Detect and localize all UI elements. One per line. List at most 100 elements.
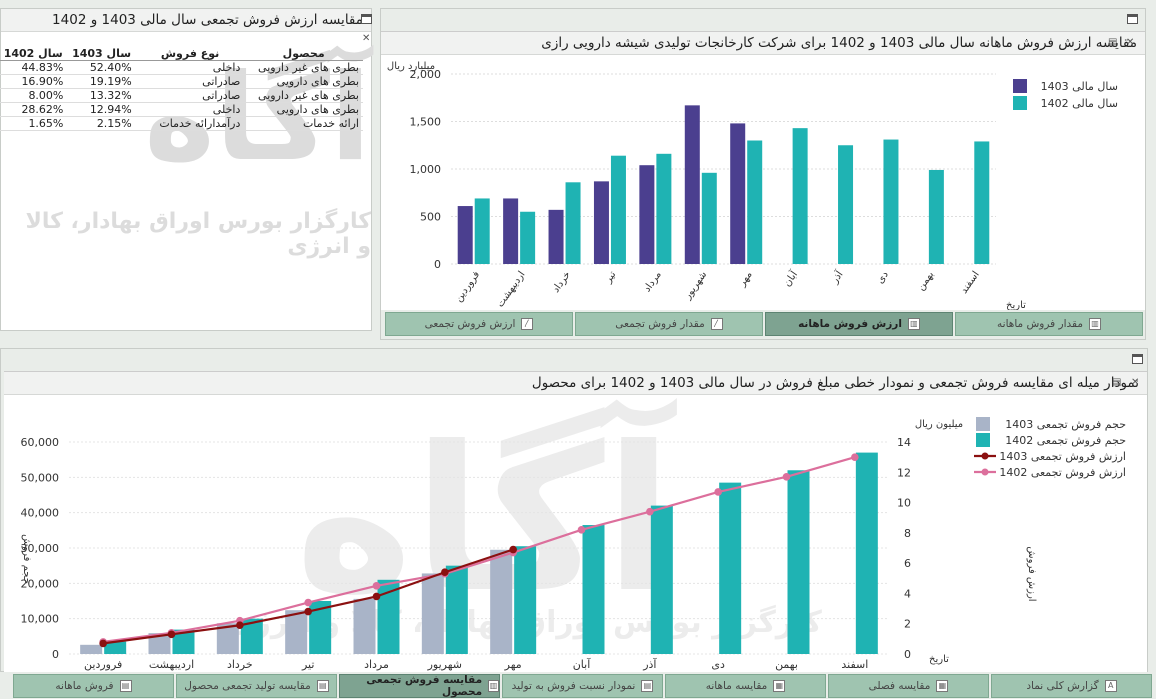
legend-marker-1403 [981,452,989,460]
close-filter-icon[interactable]: ✕ [1131,377,1140,388]
value-1402-point [851,453,859,461]
bar-1402 [701,172,717,264]
cumulative-chart-title: نمودار میله ای مقایسه فروش تجمعی و نمودا… [4,372,1147,395]
table-header[interactable]: سال 1402 [0,47,68,61]
bar-1402 [928,169,944,264]
table-row[interactable]: بطری های غیر دارویی صادراتی 13.32% 8.00% [0,88,363,103]
x-axis-label: تاریخ [1006,300,1026,310]
bar-volume-1403 [490,549,513,654]
chart-icon: ▤ [316,680,329,692]
table-header[interactable]: نوع فروش [135,47,245,61]
tab-monthly-sales[interactable]: ▤ فروش ماهانه [13,674,174,698]
bar-volume-1403 [421,573,444,654]
cumulative-chart-area: نمودار میله ای مقایسه فروش تجمعی و نمودا… [4,371,1147,672]
y-tick-label: 10,000 [21,613,60,626]
close-filter-icon[interactable]: ✕ [362,33,371,44]
chart-icon: ▤ [641,680,654,692]
bar-volume-1402 [719,482,742,654]
table-icon: ▦ [773,680,786,692]
bar-1402 [883,139,899,264]
value-1403-point [99,639,107,648]
legend-label-val-1403: ارزش فروش تجمعی 1403 [999,450,1126,463]
close-filter-icon[interactable]: ✕ [1126,37,1135,48]
value-1403-point [304,607,312,616]
print-icon[interactable]: ▤ [1112,377,1122,388]
y2-tick-label: 0 [904,648,911,661]
bar-volume-1402 [582,525,605,654]
x-tick-label: فروردین [84,658,122,671]
bar-1403 [593,181,609,264]
bar-1402 [474,198,490,264]
cell-1402: 8.00% [0,88,68,103]
table-row[interactable]: ارائه خدمات درآمدارائه خدمات 2.15% 1.65% [0,116,363,131]
bottom-tabbar: A گزارش کلی نماد ▦ مقایسه فصلی ▦ مقایسه ماه… [2,674,1152,698]
tab-sales-production-ratio[interactable]: ▤ نمودار نسبت فروش به تولید [502,674,663,698]
cell-sale-type: صادراتی [135,88,245,103]
bar-1402 [792,128,808,264]
tab-cumulative-quantity[interactable]: 〳 مقدار فروش تجمعی [575,312,763,336]
y2-tick-label: 6 [904,557,911,570]
bar-1402 [747,140,763,264]
value-1402-point [304,598,312,607]
y-tick-label: 50,000 [21,471,60,484]
cell-product: بطری های دارویی [244,102,363,117]
x-tick-label: خرداد [227,658,253,671]
monthly-chart-title: مقایسه ارزش فروش ماهانه سال مالی 1403 و … [381,32,1145,55]
bar-volume-1403 [148,633,171,654]
x-tick-label: اردیبهشت [495,269,528,309]
x-axis-label: تاریخ [929,654,949,665]
maximize-icon[interactable] [361,14,372,24]
tab-cumulative-sales-product[interactable]: ▥ مقایسه فروش تجمعی محصول [339,674,500,698]
bar-volume-1402 [445,565,468,654]
y-tick-label: 30,000 [21,542,60,555]
legend-label-1403: سال مالی 1403 [1041,80,1118,93]
chart-icon: ▤ [119,680,132,692]
print-icon[interactable]: ▤ [1108,37,1118,48]
x-tick-label: دی [711,658,725,671]
line-chart-icon: 〳 [521,318,534,330]
tab-monthly-value[interactable]: ▥ ارزش فروش ماهانه [765,312,953,336]
x-tick-label: شهریور [682,269,710,302]
tab-seasonal-comparison[interactable]: ▦ مقایسه فصلی [828,674,989,698]
tab-symbol-report[interactable]: A گزارش کلی نماد [991,674,1152,698]
line-chart-icon: 〳 [710,318,723,330]
y2-unit-label: میلیون ریال [915,419,963,430]
value-1402-point [782,473,791,481]
bar-chart-icon: ▥ [1088,318,1101,330]
tab-monthly-comparison[interactable]: ▦ مقایسه ماهانه [665,674,826,698]
y-tick-label: 2,000 [410,68,442,81]
y-tick-label: 0 [52,648,59,661]
y-tick-label: 40,000 [21,507,60,520]
tab-cumulative-production-product[interactable]: ▤ مقایسه تولید تجمعی محصول [176,674,337,698]
table-row[interactable]: بطری های غیر دارویی داخلی 52.40% 44.83% [0,60,363,75]
maximize-icon[interactable] [1127,14,1138,24]
x-tick-label: آبان [780,267,800,289]
monthly-tabbar: ▥ مقدار فروش ماهانه ▥ ارزش فروش ماهانه 〳 مق… [381,312,1143,336]
bar-1403 [503,198,519,264]
bar-volume-1402 [855,452,878,654]
table-header[interactable]: محصول [244,47,363,61]
table-row[interactable]: بطری های دارویی داخلی 12.94% 28.62% [0,102,363,117]
tab-cumulative-value[interactable]: 〳 ارزش فروش تجمعی [385,312,573,336]
cell-1403: 52.40% [67,60,136,75]
bar-volume-1402 [650,505,673,654]
y2-tick-label: 10 [897,497,911,510]
value-1402-point [646,507,654,516]
a-icon: A [1104,680,1117,692]
x-tick-label: تیر [602,269,618,286]
bar-1403 [730,123,746,265]
cell-product: بطری های غیر دارویی [244,60,363,75]
y-axis-label: حجم فروش [21,534,32,584]
maximize-icon[interactable] [1132,354,1143,364]
cell-sale-type: داخلی [135,60,245,75]
bar-volume-1403 [80,644,103,654]
x-tick-label: فروردین [453,269,482,304]
cell-1403: 2.15% [67,116,136,131]
bar-1403 [639,165,655,264]
table-row[interactable]: بطری های دارویی صادراتی 19.19% 16.90% [0,74,363,89]
bar-1402 [974,141,990,264]
tab-monthly-quantity[interactable]: ▥ مقدار فروش ماهانه [955,312,1143,336]
table-header[interactable]: سال 1403 [67,47,136,61]
cell-sale-type: صادراتی [135,74,245,89]
